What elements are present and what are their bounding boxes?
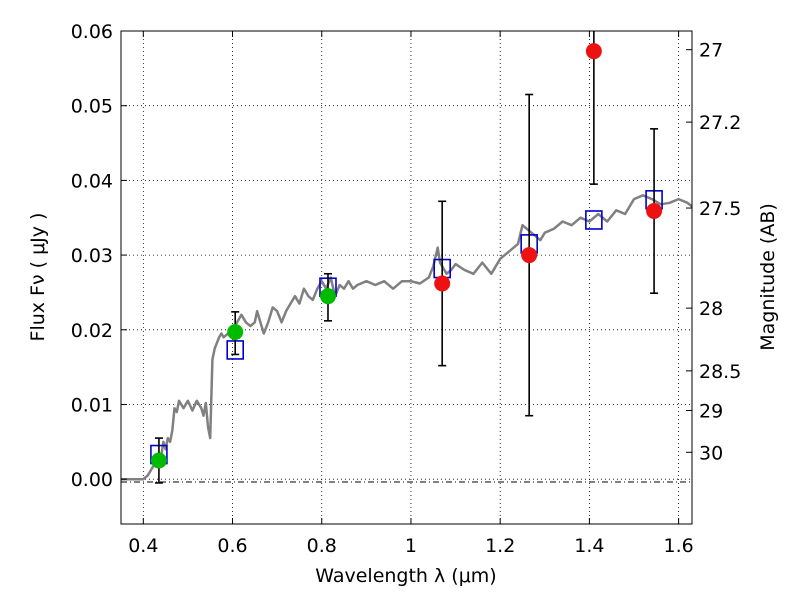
x-tick-label: 1.6 [664, 535, 694, 557]
y-tick-label: 0.04 [71, 170, 113, 192]
right-axis-label: Magnitude (AB) [757, 203, 779, 351]
observed-point [646, 203, 663, 220]
x-axis-label: Wavelength λ (μm) [315, 565, 496, 587]
x-tick-label: 0.8 [307, 535, 337, 557]
y-tick-label: 0.02 [71, 320, 113, 342]
right-tick-label: 30 [699, 442, 723, 464]
observed-point [319, 288, 336, 305]
y-axis-label: Flux Fν ( μJy ) [27, 213, 49, 342]
tick-labels: 0.4 0.6 0.8 1 1.2 1.4 1.6 0.00 0.01 0.02 0.03 0.04 0… [71, 21, 742, 557]
grid [121, 30, 692, 524]
right-tick-label: 27.2 [699, 112, 741, 134]
observed-point [434, 275, 451, 292]
right-tick-label: 28 [699, 298, 723, 320]
model-photometry-square [585, 210, 603, 230]
right-tick-label: 27 [699, 40, 723, 62]
observed-points-layer [150, 43, 663, 469]
model-sed-line [121, 194, 693, 481]
observed-point [585, 43, 602, 60]
observed-point [227, 324, 244, 341]
x-tick-label: 1.4 [574, 535, 604, 557]
plot-frame [120, 30, 693, 525]
x-tick-label: 1 [405, 535, 417, 557]
model-sed-layer [121, 194, 693, 481]
y-tick-label: 0.01 [71, 394, 113, 416]
observed-point [150, 452, 167, 469]
observed-point [521, 247, 538, 264]
y-tick-label: 0.05 [71, 96, 113, 118]
y-tick-label: 0.00 [71, 469, 113, 491]
ticks [121, 30, 692, 524]
error-bar-layer [154, 31, 659, 484]
right-tick-label: 29 [699, 400, 723, 422]
model-photometry-layer [150, 190, 663, 465]
y-tick-label: 0.06 [71, 21, 113, 43]
x-tick-label: 1.2 [485, 535, 515, 557]
right-tick-label: 27.5 [699, 198, 741, 220]
x-tick-label: 0.4 [128, 535, 158, 557]
right-tick-label: 28.5 [699, 361, 741, 383]
x-tick-label: 0.6 [217, 535, 247, 557]
y-tick-label: 0.03 [71, 245, 113, 267]
